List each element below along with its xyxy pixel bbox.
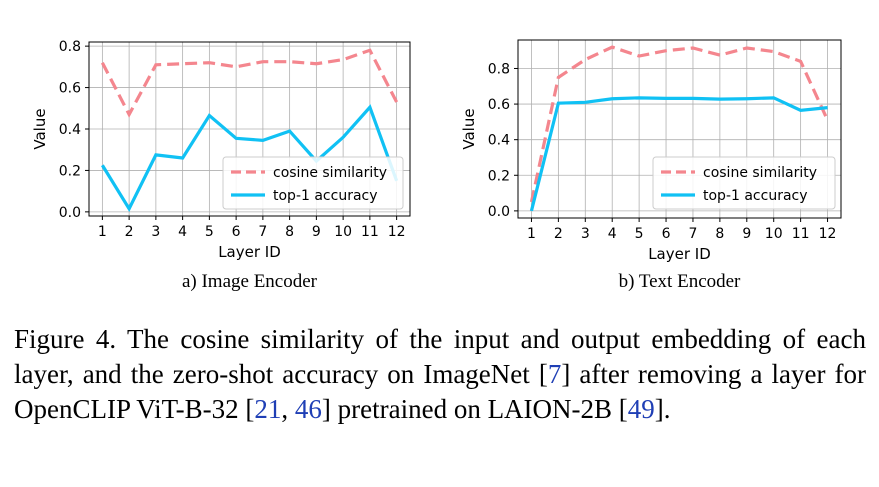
- series-line-top-1-accuracy: [101, 104, 399, 213]
- x-tick-label: 2: [125, 224, 134, 240]
- citation-link[interactable]: 49: [627, 394, 655, 424]
- plot-frame: [517, 39, 842, 219]
- series-line-top-1-accuracy: [529, 96, 828, 212]
- x-tick-label: 7: [688, 226, 697, 242]
- x-tick-label: 5: [635, 226, 644, 242]
- y-tick-label: 0.2: [488, 168, 510, 184]
- y-tick-label: 0.8: [488, 61, 510, 77]
- y-axis-label: Value: [460, 108, 478, 149]
- legend-box: [652, 156, 836, 210]
- x-tick-label: 1: [98, 224, 107, 240]
- caption-text: ].: [654, 394, 671, 424]
- series-line-cosine-similarity: [529, 45, 829, 203]
- y-tick-label: 0.8: [59, 39, 81, 55]
- x-tick-label: 12: [388, 224, 406, 240]
- chart-subtitle: b) Text Encoder: [619, 271, 741, 292]
- y-tick-label: 0.6: [59, 81, 81, 97]
- x-tick-label: 4: [178, 224, 187, 240]
- x-tick-label: 9: [742, 226, 751, 242]
- x-tick-label: 10: [334, 224, 352, 240]
- caption-text: ] after removing a layer for OpenCLIP Vi…: [14, 359, 866, 424]
- figure-caption: Figure 4. The cosine similarity of the i…: [14, 322, 866, 427]
- legend-label: cosine similarity: [703, 165, 817, 181]
- y-axis-label: Value: [31, 108, 49, 149]
- caption-text: ] pretrained on LAION-2B [: [321, 394, 628, 424]
- legend-label: top-1 accuracy: [273, 188, 378, 204]
- caption-text: Figure 4. The cosine similarity of the i…: [14, 324, 866, 389]
- citation-link[interactable]: 21: [254, 394, 282, 424]
- chart-subtitle: a) Image Encoder: [182, 271, 318, 292]
- x-axis-label: Layer ID: [218, 243, 281, 261]
- y-tick-label: 0.0: [488, 204, 510, 220]
- legend-label: top-1 accuracy: [703, 188, 808, 204]
- x-tick-label: 4: [608, 226, 617, 242]
- x-tick-label: 6: [232, 224, 241, 240]
- x-tick-label: 6: [662, 226, 671, 242]
- legend-box: [222, 156, 404, 210]
- x-axis-label: Layer ID: [648, 245, 711, 263]
- x-tick-label: 7: [258, 224, 267, 240]
- y-tick-label: 0.6: [488, 97, 510, 113]
- x-tick-label: 5: [205, 224, 214, 240]
- x-tick-label: 9: [312, 224, 321, 240]
- y-tick-label: 0.2: [59, 163, 81, 179]
- x-tick-label: 11: [361, 224, 379, 240]
- x-tick-label: 3: [581, 226, 590, 242]
- caption-text: ,: [281, 394, 295, 424]
- x-tick-label: 3: [151, 224, 160, 240]
- series-line-cosine-similarity: [100, 48, 399, 118]
- x-tick-label: 1: [527, 226, 536, 242]
- x-tick-label: 8: [715, 226, 724, 242]
- y-tick-label: 0.0: [59, 205, 81, 221]
- citation-link[interactable]: 46: [294, 394, 322, 424]
- x-tick-label: 10: [765, 226, 783, 242]
- y-tick-label: 0.4: [488, 133, 510, 149]
- x-tick-label: 12: [819, 226, 837, 242]
- legend-label: cosine similarity: [273, 165, 387, 181]
- y-tick-label: 0.4: [59, 122, 81, 138]
- x-tick-label: 8: [285, 224, 294, 240]
- x-tick-label: 11: [792, 226, 810, 242]
- x-tick-label: 2: [554, 226, 563, 242]
- citation-link[interactable]: 7: [547, 359, 562, 389]
